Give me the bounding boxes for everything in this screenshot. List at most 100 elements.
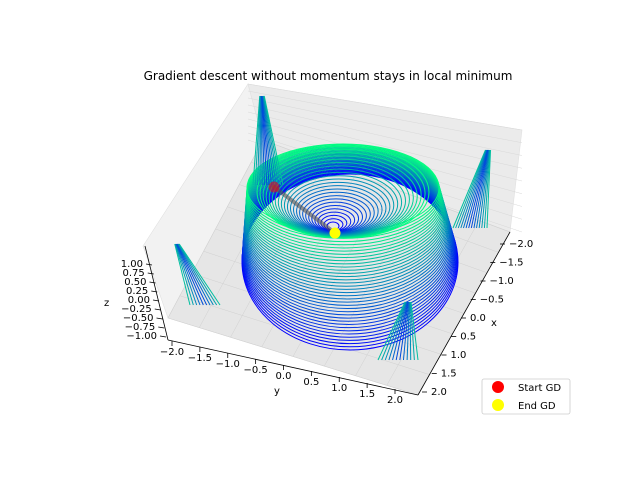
peak-line bbox=[392, 301, 408, 361]
peak-line bbox=[262, 95, 277, 186]
peak-line bbox=[263, 95, 284, 186]
markers bbox=[268, 181, 341, 239]
peak-line bbox=[261, 95, 270, 186]
peak-line bbox=[457, 149, 487, 229]
peak-line bbox=[257, 95, 261, 186]
start-marker bbox=[268, 181, 280, 193]
x-tick-label: −1.0 bbox=[490, 276, 514, 287]
peak-line bbox=[462, 149, 488, 229]
peak-line bbox=[259, 95, 262, 186]
x-axis-line bbox=[417, 231, 511, 396]
peak-line bbox=[410, 301, 419, 361]
legend-label-start: Start GD bbox=[518, 383, 561, 394]
peak-line bbox=[174, 243, 194, 306]
peak-line bbox=[381, 301, 407, 361]
peak-line bbox=[263, 95, 279, 186]
peak-line bbox=[481, 149, 491, 229]
peak-line bbox=[254, 95, 261, 186]
y-tick-label: −0.5 bbox=[243, 365, 267, 376]
x-tick-label: 2.0 bbox=[431, 387, 447, 398]
z-tick-label: 0.00 bbox=[128, 295, 150, 306]
peak-line bbox=[473, 149, 490, 229]
z-tick-mark bbox=[158, 326, 165, 329]
y-ticks: −2.0 −1.5 −1.0−0.5 0.0 0.5 1.0 1.5 2.0 bbox=[160, 341, 403, 406]
z-tick-mark bbox=[152, 299, 160, 302]
peak-line bbox=[174, 243, 191, 306]
peak-line bbox=[261, 95, 268, 186]
z-tick-label: 0.50 bbox=[124, 277, 146, 288]
peak-line bbox=[178, 243, 221, 306]
peak-line bbox=[175, 243, 201, 306]
y-axis-label: y bbox=[274, 386, 280, 397]
peak-line bbox=[465, 149, 488, 229]
peak-line bbox=[176, 243, 204, 306]
peak-line bbox=[470, 149, 489, 229]
axis-edges bbox=[144, 231, 511, 396]
x-tick-label: 0.0 bbox=[470, 313, 486, 324]
peak-line bbox=[263, 95, 282, 186]
x-tick-label: −1.5 bbox=[499, 258, 523, 269]
peak-line bbox=[176, 243, 208, 306]
peak-line bbox=[460, 149, 488, 229]
z-tick-mark bbox=[145, 263, 153, 266]
peak-line bbox=[455, 149, 487, 229]
y-tick-label: 2.0 bbox=[387, 395, 403, 406]
peak-line bbox=[399, 301, 409, 361]
y-tick-label: −1.0 bbox=[216, 359, 240, 370]
z-tick-mark bbox=[156, 317, 163, 320]
legend-box bbox=[481, 378, 571, 415]
peak-line bbox=[252, 95, 261, 186]
peak-line bbox=[262, 95, 275, 186]
x-tick-label: 0.5 bbox=[460, 332, 476, 343]
y-tick-label: 0.5 bbox=[303, 377, 319, 388]
x-tick-label: −0.5 bbox=[480, 295, 504, 306]
peak-line bbox=[377, 301, 406, 361]
peak-line bbox=[260, 95, 266, 186]
z-tick-label: −0.50 bbox=[123, 313, 154, 324]
z-tick-mark bbox=[149, 281, 156, 284]
legend-marker-start bbox=[492, 381, 504, 393]
peak-line bbox=[262, 95, 272, 186]
y-tick-label: 0.0 bbox=[276, 371, 292, 382]
z-tick-mark bbox=[154, 308, 161, 311]
z-tick-mark bbox=[147, 272, 154, 275]
peak-line bbox=[476, 149, 490, 229]
z-tick-mark bbox=[159, 335, 167, 338]
y-tick-label: 1.0 bbox=[331, 383, 347, 394]
x-axis-label: x bbox=[491, 318, 497, 329]
x-tick-label: 1.0 bbox=[451, 350, 467, 361]
peak-line bbox=[452, 149, 486, 229]
peak-line bbox=[406, 301, 410, 361]
legend-label-end: End GD bbox=[518, 401, 556, 412]
peak-line bbox=[260, 95, 263, 186]
x-tick-label: 1.5 bbox=[441, 369, 457, 380]
x-ticks: −2.0 −1.5 −1.0 −0.5 0.0 0.5 1.0 1.5 2.0 bbox=[422, 239, 533, 398]
peak-line bbox=[177, 243, 214, 306]
y-tick-label: −1.5 bbox=[188, 353, 212, 364]
z-tick-label: 1.00 bbox=[121, 259, 143, 270]
z-tick-label: −1.00 bbox=[126, 331, 157, 342]
peak-line bbox=[483, 149, 491, 229]
z-axis-label: z bbox=[104, 298, 109, 309]
peak-line bbox=[388, 301, 408, 361]
z-tick-label: 0.25 bbox=[126, 286, 148, 297]
end-marker bbox=[329, 227, 341, 239]
peak-line bbox=[384, 301, 407, 361]
z-tick-label: −0.25 bbox=[121, 304, 152, 315]
x-tick-label: −2.0 bbox=[509, 239, 533, 250]
z-ticks: 1.000.750.500.250.00−0.25−0.50−0.75−1.00 bbox=[121, 259, 167, 342]
peak-line bbox=[395, 301, 409, 361]
y-tick-label: 1.5 bbox=[359, 389, 375, 400]
peak-line bbox=[409, 301, 412, 361]
peak-line bbox=[402, 301, 410, 361]
peak-line bbox=[468, 149, 489, 229]
y-axis-line bbox=[167, 339, 419, 396]
peak-line bbox=[178, 243, 218, 306]
peak-line bbox=[478, 149, 490, 229]
z-tick-label: 0.75 bbox=[122, 268, 144, 279]
path-line bbox=[272, 185, 337, 235]
z-tick-label: −0.75 bbox=[125, 322, 156, 333]
y-tick-label: −2.0 bbox=[160, 347, 184, 358]
z-tick-mark bbox=[151, 290, 158, 293]
